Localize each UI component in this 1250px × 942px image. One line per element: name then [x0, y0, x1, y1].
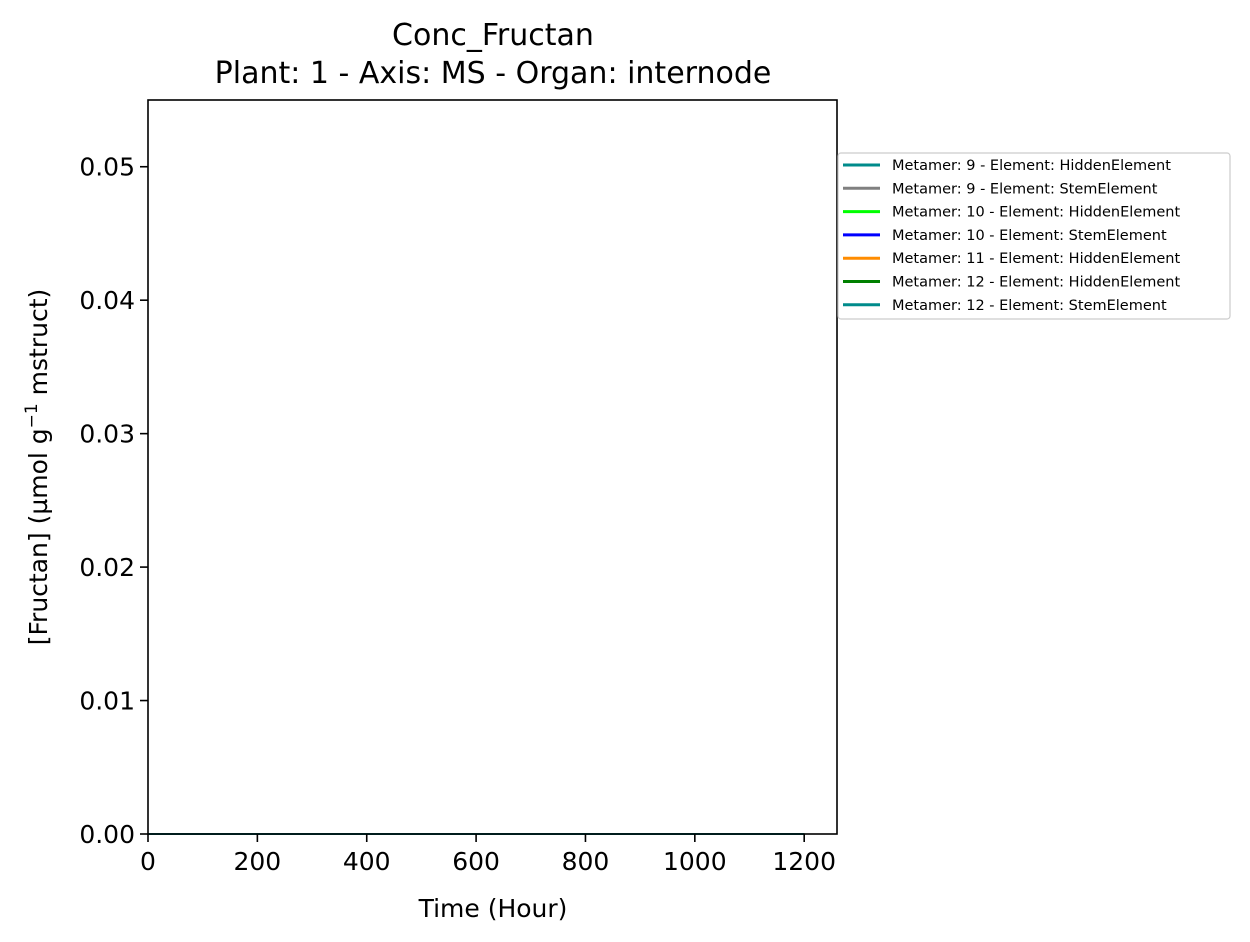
y-tick-label: 0.02 — [79, 553, 135, 582]
x-tick-label: 0 — [140, 847, 156, 876]
x-tick-label: 1200 — [772, 847, 836, 876]
y-axis-label-superscript: −1 — [22, 403, 42, 428]
y-axis-label-main: [Fructan] (µmol g — [24, 428, 53, 645]
x-axis: 0 200 400 600 800 1000 1200 — [140, 834, 836, 876]
x-tick-label: 1000 — [663, 847, 727, 876]
y-tick-label: 0.01 — [79, 687, 135, 716]
x-tick-label: 800 — [562, 847, 610, 876]
y-tick-label: 0.03 — [79, 420, 135, 449]
x-tick-label: 600 — [452, 847, 500, 876]
chart-subtitle: Plant: 1 - Axis: MS - Organ: internode — [215, 56, 772, 91]
y-axis: 0.00 0.01 0.02 0.03 0.04 0.05 — [79, 153, 148, 849]
chart-title: Conc_Fructan — [392, 18, 594, 53]
legend: Metamer: 9 - Element: HiddenElement Metam… — [837, 152, 1231, 320]
y-axis-label-tail: mstruct) — [24, 289, 53, 404]
x-axis-label: Time (Hour) — [418, 894, 568, 923]
x-tick-label: 400 — [343, 847, 391, 876]
legend-entry-label: Metamer: 9 - Element: HiddenElement — [892, 158, 1171, 174]
legend-entry-label: Metamer: 10 - Element: HiddenElement — [892, 205, 1180, 221]
y-tick-label: 0.05 — [79, 153, 135, 182]
y-tick-label: 0.04 — [79, 286, 135, 315]
legend-entry-label: Metamer: 9 - Element: StemElement — [892, 181, 1158, 197]
axes-frame — [147, 99, 838, 835]
legend-entry-label: Metamer: 11 - Element: HiddenElement — [892, 251, 1180, 267]
legend-entry-label: Metamer: 10 - Element: StemElement — [892, 228, 1167, 244]
y-axis-label: [Fructan] (µmol g−1 mstruct) — [22, 289, 53, 646]
legend-entry-label: Metamer: 12 - Element: HiddenElement — [892, 275, 1180, 291]
x-tick-label: 200 — [234, 847, 282, 876]
y-tick-label: 0.00 — [79, 820, 135, 849]
legend-box — [837, 152, 1231, 320]
legend-entry-label: Metamer: 12 - Element: StemElement — [892, 298, 1167, 314]
